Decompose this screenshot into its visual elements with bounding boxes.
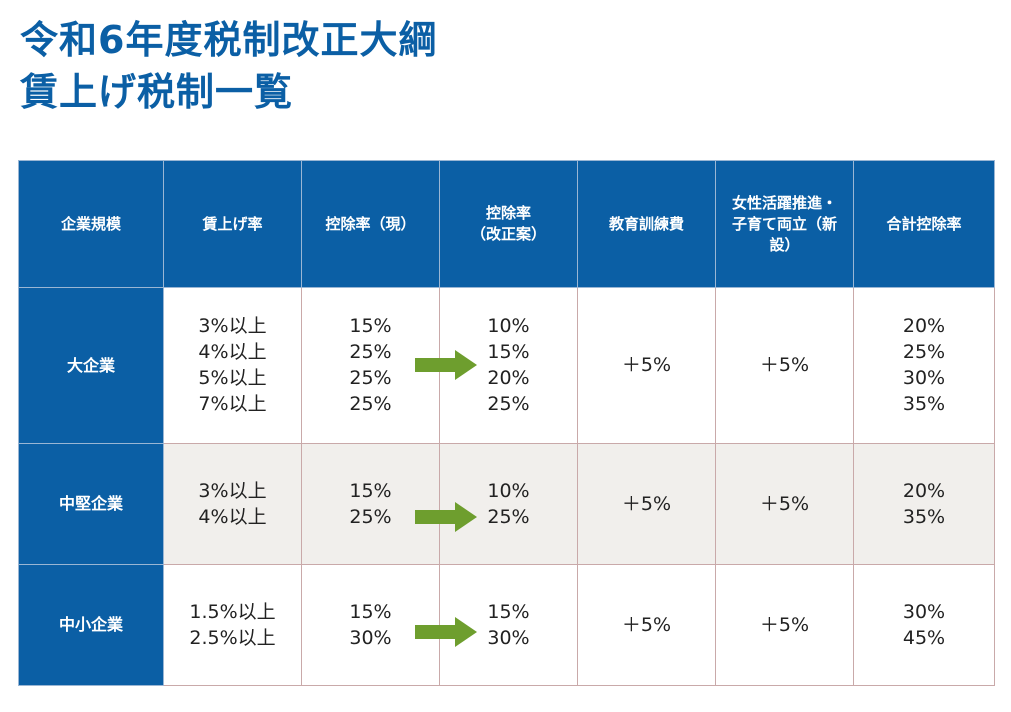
- header-revised: 控除率 （改正案）: [439, 159, 578, 289]
- revised-rate-cell: 10% 25%: [439, 442, 578, 565]
- header-women-line-1: 女性活躍推進・: [731, 193, 837, 212]
- revised-rate-value: 15%: [487, 341, 530, 364]
- raise-value: 4%以上: [198, 505, 267, 528]
- raise-value: 3%以上: [198, 315, 267, 338]
- training-cell: ＋5%: [577, 442, 716, 565]
- header-raise: 賃上げ率: [163, 159, 302, 289]
- header-women-line-2: 子育て両立（新: [731, 214, 837, 233]
- raise-value: 1.5%以上: [189, 600, 276, 623]
- total-rate-value: 30%: [902, 600, 946, 623]
- current-rate-value: 15%: [349, 600, 392, 623]
- total-rate-cell: 20% 35%: [853, 442, 995, 565]
- revised-rate-value: 25%: [487, 393, 530, 416]
- raise-cell: 3%以上 4%以上: [163, 442, 302, 565]
- row-label: 大企業: [18, 287, 164, 444]
- tax-rate-table: 企業規模 賃上げ率 控除率（現） 控除率 （改正案） 教育訓練費 女性活躍推進・…: [18, 159, 995, 687]
- header-revised-line-1: 控除率: [485, 204, 531, 223]
- current-rate-value: 25%: [349, 393, 392, 416]
- current-rate-value: 15%: [349, 315, 392, 338]
- current-rate-cell: 15% 25%: [301, 442, 477, 565]
- total-rate-value: 35%: [902, 505, 946, 528]
- row-label: 中堅企業: [18, 442, 164, 565]
- right-arrow-icon: [415, 501, 477, 532]
- header-women-line-3: 設）: [769, 235, 800, 254]
- title-line-1: 令和6年度税制改正大綱: [20, 18, 438, 62]
- total-rate-value: 45%: [902, 626, 946, 649]
- revised-rate-value: 10%: [487, 315, 530, 338]
- raise-value: 7%以上: [198, 393, 267, 416]
- training-cell: ＋5%: [577, 287, 716, 444]
- raise-value: 5%以上: [198, 367, 267, 390]
- total-rate-cell: 20% 25% 30% 35%: [853, 287, 995, 444]
- table-header-row: 企業規模 賃上げ率 控除率（現） 控除率 （改正案） 教育訓練費 女性活躍推進・…: [18, 159, 995, 289]
- current-rate-value: 25%: [349, 505, 392, 528]
- table-row: 中堅企業 3%以上 4%以上 15% 25% 10% 25% ＋5% ＋5% 2…: [18, 442, 995, 565]
- total-rate-value: 20%: [902, 479, 946, 502]
- women-cell: ＋5%: [715, 563, 854, 687]
- total-rate-cell: 30% 45%: [853, 563, 995, 687]
- raise-cell: 3%以上 4%以上 5%以上 7%以上: [163, 287, 302, 444]
- current-rate-cell: 15% 30%: [301, 563, 477, 687]
- current-rate-value: 25%: [349, 341, 392, 364]
- current-rate-value: 15%: [349, 479, 392, 502]
- header-revised-line-2: （改正案）: [470, 225, 546, 244]
- right-arrow-icon: [415, 350, 477, 381]
- raise-value: 3%以上: [198, 479, 267, 502]
- women-cell: ＋5%: [715, 442, 854, 565]
- training-cell: ＋5%: [577, 563, 716, 687]
- total-rate-value: 35%: [902, 393, 946, 416]
- header-women: 女性活躍推進・ 子育て両立（新 設）: [715, 159, 854, 289]
- raise-value: 2.5%以上: [189, 626, 276, 649]
- current-rate-value: 30%: [349, 626, 392, 649]
- raise-value: 4%以上: [198, 341, 267, 364]
- header-current: 控除率（現）: [301, 159, 440, 289]
- header-training: 教育訓練費: [577, 159, 716, 289]
- revised-rate-value: 10%: [487, 479, 530, 502]
- revised-rate-value: 25%: [487, 505, 530, 528]
- page-title: 令和6年度税制改正大綱 賃上げ税制一覧: [20, 14, 437, 118]
- current-rate-cell: 15% 25% 25% 25%: [301, 287, 477, 444]
- header-size: 企業規模: [18, 159, 164, 289]
- revised-rate-value: 30%: [487, 626, 530, 649]
- total-rate-value: 25%: [902, 341, 946, 364]
- row-label: 中小企業: [18, 563, 164, 687]
- title-line-2: 賃上げ税制一覧: [20, 70, 294, 114]
- table-row: 中小企業 1.5%以上 2.5%以上 15% 30% 15% 30% ＋5% ＋…: [18, 563, 995, 687]
- header-total: 合計控除率: [853, 159, 995, 289]
- table-row: 大企業 3%以上 4%以上 5%以上 7%以上 15% 25% 25% 25% …: [18, 287, 995, 444]
- right-arrow-icon: [415, 616, 477, 647]
- revised-rate-value: 15%: [487, 600, 530, 623]
- current-rate-value: 25%: [349, 367, 392, 390]
- raise-cell: 1.5%以上 2.5%以上: [163, 563, 302, 687]
- total-rate-value: 20%: [902, 315, 946, 338]
- women-cell: ＋5%: [715, 287, 854, 444]
- revised-rate-value: 20%: [487, 367, 530, 390]
- total-rate-value: 30%: [902, 367, 946, 390]
